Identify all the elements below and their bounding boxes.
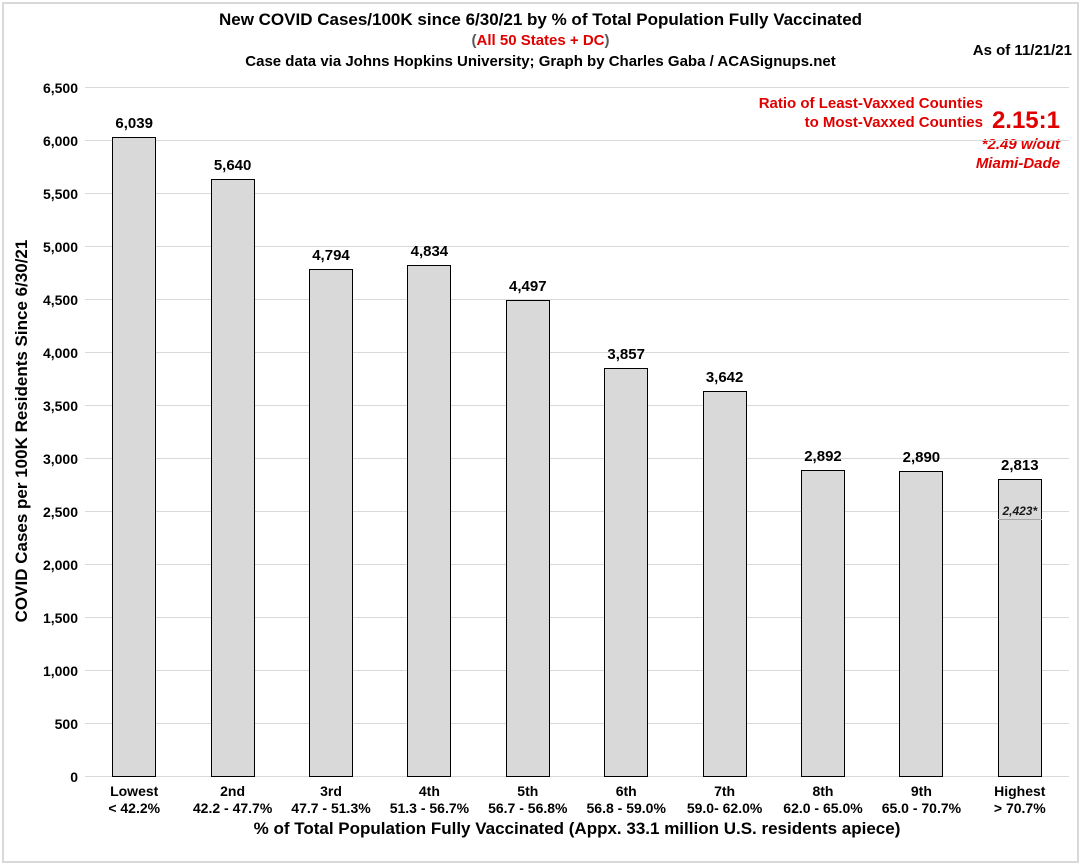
- x-category-label: 3rd 47.7 - 51.3%: [282, 783, 380, 817]
- x-category-label: Highest > 70.7%: [971, 783, 1069, 817]
- x-axis-title: % of Total Population Fully Vaccinated (…: [253, 819, 901, 838]
- x-category-range: 56.7 - 56.8%: [488, 800, 568, 816]
- ratio-footnote-line2: Miami-Dade: [975, 155, 1060, 172]
- bar-value-label: 4,794: [312, 246, 350, 264]
- gridline: [85, 564, 1069, 565]
- bar: [997, 478, 1042, 777]
- y-tick-label: 3,000: [42, 451, 78, 467]
- gridline: [85, 723, 1069, 724]
- gridline: [85, 458, 1069, 459]
- ratio-value: 2.15:1: [991, 107, 1060, 134]
- gridline: [85, 193, 1069, 194]
- ratio-label-line1: Ratio of Least-Vaxxed Counties: [758, 95, 983, 112]
- bar-value-label: 4,497: [509, 278, 547, 296]
- subtitle-paren-open: (: [471, 32, 477, 49]
- x-category-label: Lowest < 42.2%: [85, 783, 183, 817]
- gridline: [85, 617, 1069, 618]
- y-tick-label: 1,000: [42, 663, 78, 679]
- x-category-tier: 2nd: [220, 783, 246, 799]
- x-category-range: 47.7 - 51.3%: [291, 800, 371, 816]
- gridline: [85, 140, 1069, 141]
- bar: [801, 470, 845, 777]
- gridline: [85, 670, 1069, 671]
- miami-dade-marker-line: [997, 519, 1042, 521]
- gridline: [85, 299, 1069, 300]
- x-category-tier: 7th: [714, 783, 736, 799]
- bar: [210, 179, 255, 777]
- gridline: [85, 246, 1069, 247]
- y-axis-ticks: 0 500 1,000 1,500 2,000 2,500 3,000 3,500 4,000 4…: [4, 81, 78, 784]
- as-of-date: As of 11/21/21: [972, 42, 1072, 59]
- ratio-label: Ratio of Least-Vaxxed Counties to Most-V…: [759, 94, 983, 132]
- ratio-label-line2: to Most-Vaxxed Counties: [804, 114, 983, 131]
- x-category-range: 42.2 - 47.7%: [192, 800, 273, 816]
- credit-line: Case data via Johns Hopkins University; …: [245, 53, 836, 70]
- x-category-label: 6th 56.8 - 59.0%: [577, 783, 675, 817]
- bar: [899, 470, 944, 777]
- bar: [505, 300, 550, 777]
- x-category-label: 9th 65.0 - 70.7%: [872, 783, 970, 817]
- x-category-range: 56.8 - 59.0%: [586, 800, 666, 816]
- x-axis-labels: Lowest < 42.2% 2nd 42.2 - 47.7% 3rd 47.7 - 51…: [85, 783, 1069, 819]
- x-category-tier: 4th: [418, 783, 440, 799]
- x-category-range: 65.0 - 70.7%: [881, 800, 962, 816]
- gridline: [85, 511, 1069, 512]
- x-category-label: 7th 59.0- 62.0%: [675, 783, 773, 817]
- y-tick-label: 500: [54, 716, 78, 732]
- x-category-range: > 70.7%: [993, 800, 1046, 816]
- x-category-label: 4th 51.3 - 56.7%: [380, 783, 478, 817]
- bar-value-label: 6,039: [115, 114, 153, 132]
- x-category-tier: 8th: [812, 783, 834, 799]
- x-category-tier: 5th: [517, 783, 539, 799]
- x-category-range: < 42.2%: [108, 800, 161, 816]
- x-category-label: 2nd 42.2 - 47.7%: [183, 783, 281, 817]
- bar: [604, 368, 649, 777]
- y-tick-label: 4,000: [42, 345, 78, 361]
- plot-area: 6,039 5,640 4,794 4,834 4,497 3,857 3,642 2,892…: [85, 87, 1069, 777]
- chart-subtitle: (All 50 States + DC): [4, 32, 1077, 49]
- y-tick-label: 2,500: [42, 504, 78, 520]
- y-tick-label: 0: [70, 769, 78, 785]
- gridline: [85, 352, 1069, 353]
- bar-value-label: 4,834: [410, 242, 449, 260]
- x-category-range: 51.3 - 56.7%: [389, 800, 470, 816]
- x-category-label: 5th 56.7 - 56.8%: [479, 783, 577, 817]
- x-category-range: 59.0- 62.0%: [686, 800, 763, 816]
- x-category-range: 62.0 - 65.0%: [783, 800, 863, 816]
- bar: [112, 136, 157, 777]
- x-category-tier: Highest: [994, 783, 1046, 799]
- x-category-tier: 3rd: [320, 783, 342, 799]
- bar-value-label: 5,640: [213, 157, 252, 175]
- bar: [407, 264, 452, 777]
- bar: [309, 268, 353, 777]
- chart-title: New COVID Cases/100K since 6/30/21 by % …: [218, 10, 863, 29]
- subtitle-paren-close: ): [604, 32, 610, 49]
- x-category-label: 8th 62.0 - 65.0%: [774, 783, 872, 817]
- y-tick-label: 5,000: [42, 239, 78, 255]
- gridline: [85, 87, 1069, 88]
- subtitle-text: All 50 States + DC: [476, 32, 605, 49]
- ratio-annotation: Ratio of Least-Vaxxed Counties to Most-V…: [759, 94, 1060, 173]
- y-tick-label: 2,000: [42, 557, 78, 573]
- x-category-tier: 6th: [615, 783, 637, 799]
- bar-value-label: 2,892: [804, 448, 842, 466]
- bar-value-label: 2,890: [902, 448, 941, 466]
- gridline: [85, 776, 1069, 777]
- miami-dade-marker-label: 2,423*: [1002, 504, 1038, 519]
- y-tick-label: 1,500: [42, 610, 78, 626]
- gridline: [85, 405, 1069, 406]
- x-category-tier: Lowest: [110, 783, 159, 799]
- bar-value-label: 3,642: [705, 368, 744, 386]
- bar: [702, 390, 747, 777]
- y-tick-label: 4,500: [42, 292, 78, 308]
- y-tick-label: 6,000: [42, 133, 78, 149]
- y-tick-label: 3,500: [42, 398, 78, 414]
- bar-value-label: 3,857: [607, 346, 645, 364]
- bar-value-label: 2,813: [1001, 456, 1039, 474]
- ratio-annotation-row: Ratio of Least-Vaxxed Counties to Most-V…: [759, 94, 1060, 134]
- y-tick-label: 6,500: [42, 80, 78, 96]
- x-category-tier: 9th: [910, 783, 932, 799]
- y-tick-label: 5,500: [42, 186, 78, 202]
